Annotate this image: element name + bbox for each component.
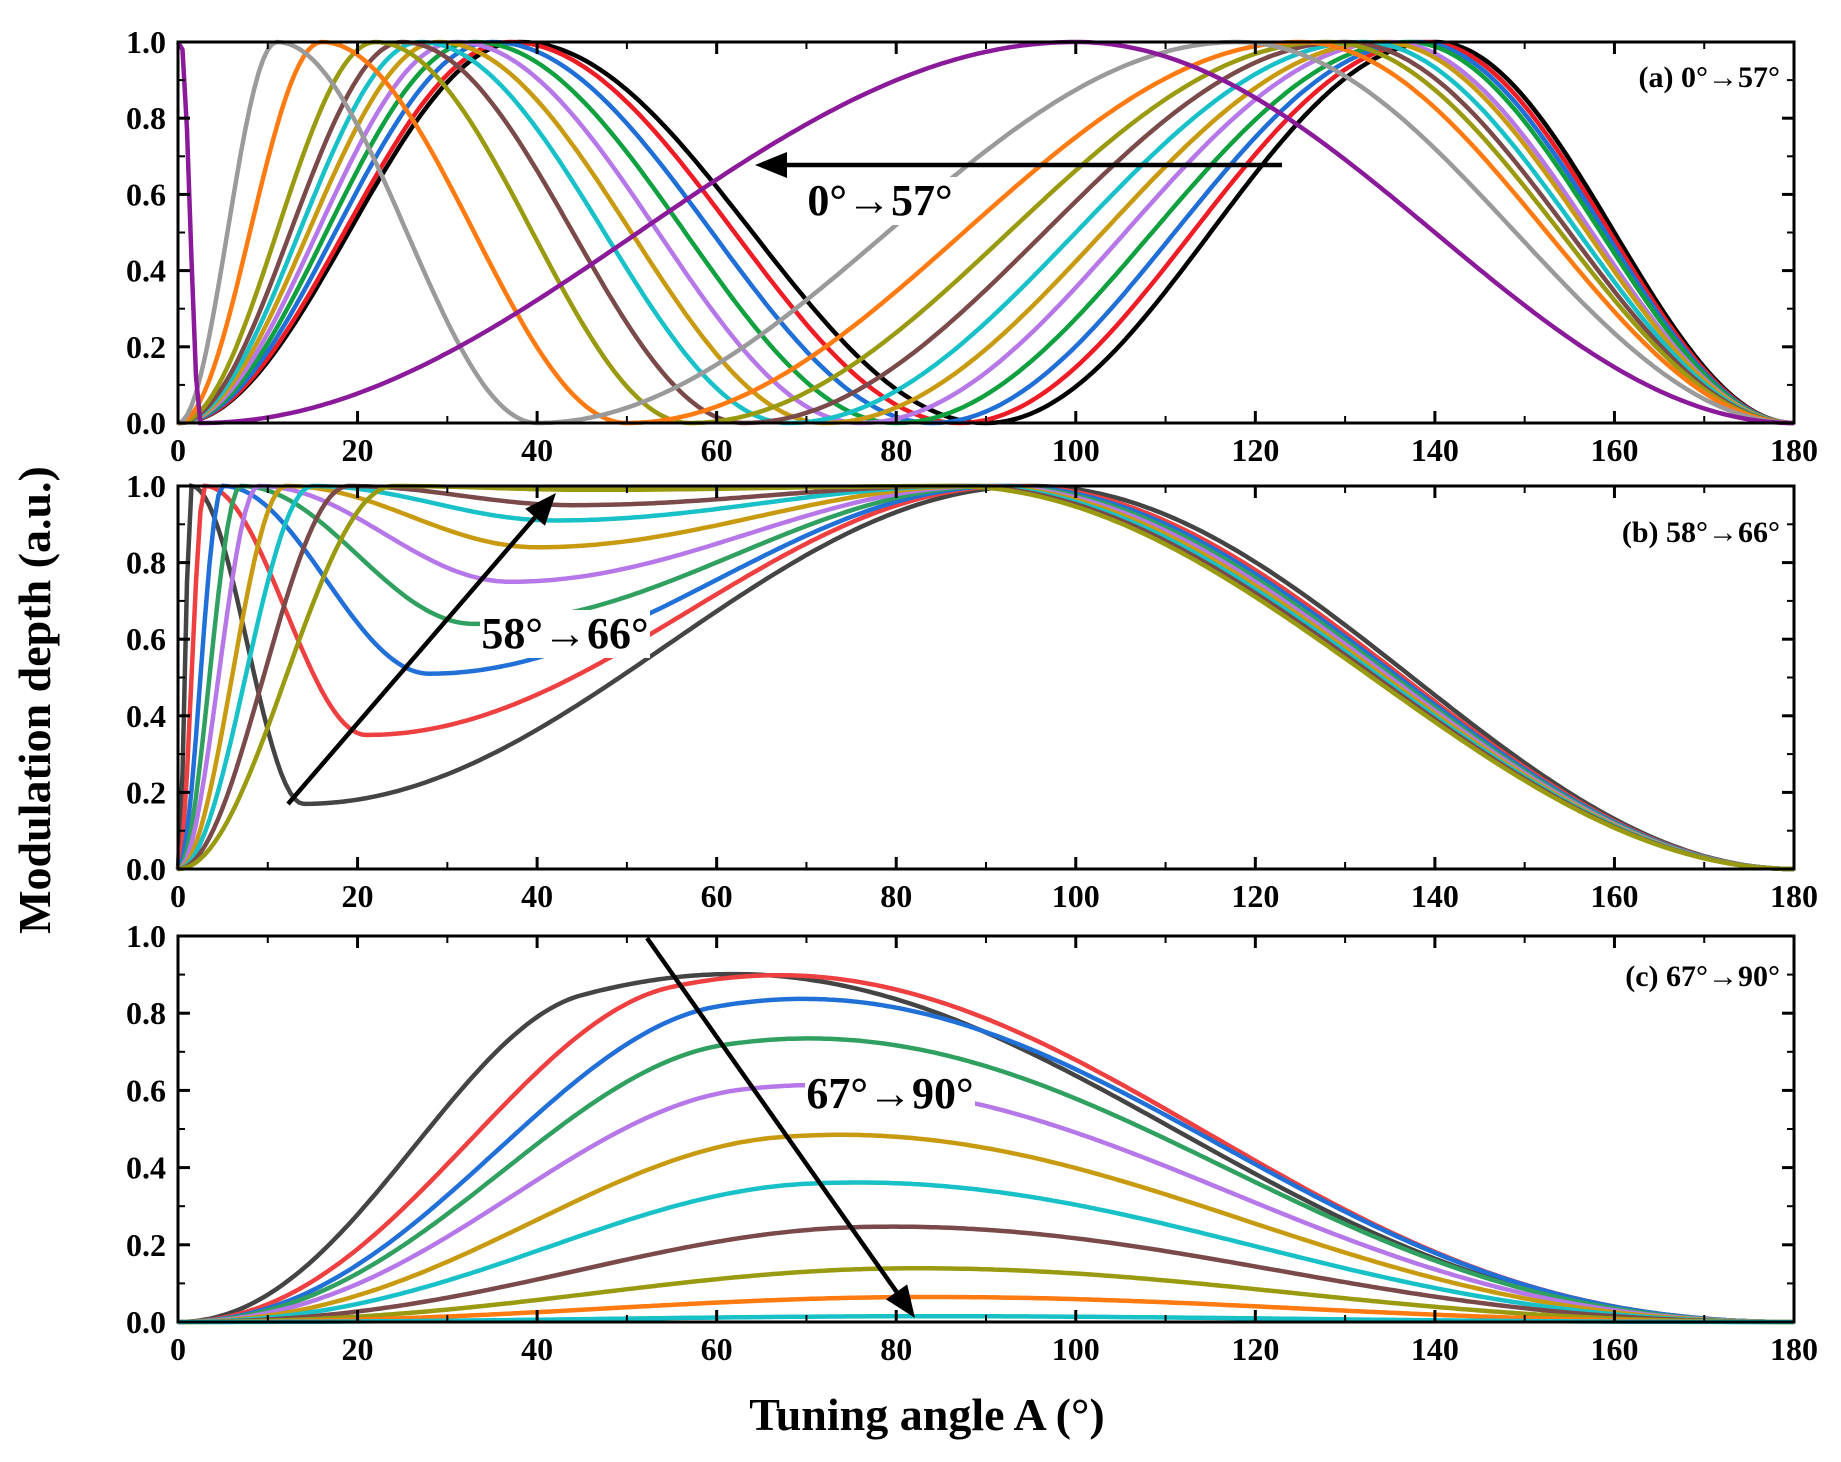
- x-tick-label: 60: [701, 878, 733, 914]
- plot-frame: [176, 934, 1796, 1324]
- series-group: [175, 483, 1794, 872]
- series-line-64°: [177, 483, 1794, 872]
- y-tick-label: 0.4: [126, 253, 166, 289]
- x-tick-label: 120: [1231, 432, 1279, 468]
- annotation-background: [805, 1070, 975, 1118]
- x-tick-label: 80: [880, 432, 912, 468]
- x-tick-label: 140: [1411, 432, 1459, 468]
- x-tick-label: 40: [521, 1331, 553, 1367]
- x-tick-label: 80: [880, 878, 912, 914]
- annotation-arrow-head: [755, 152, 787, 178]
- x-tick-label: 180: [1770, 1331, 1818, 1367]
- x-tick-label: 100: [1052, 432, 1100, 468]
- x-tick-label: 40: [521, 432, 553, 468]
- series-line-30°: [177, 39, 1795, 426]
- y-tick-label: 0.0: [126, 851, 166, 887]
- annotation-background: [480, 610, 650, 658]
- y-tick-label: 1.0: [126, 468, 166, 504]
- panel-c: 0 20 40 60 80 100 120 140 160 180 0.0 0.2 0.4 0.6 0.8 1…: [126, 918, 1818, 1367]
- series-line-65°: [177, 483, 1794, 872]
- y-tick-label: 0.6: [126, 176, 166, 212]
- y-tick-label: 0.2: [126, 329, 166, 365]
- x-tick-label: 120: [1231, 1331, 1279, 1367]
- series-line-84°: [178, 1266, 1794, 1325]
- x-tick-label: 160: [1590, 878, 1638, 914]
- x-tick-label: 0: [170, 1331, 186, 1367]
- series-line-35°: [177, 39, 1795, 426]
- series-line-61°: [176, 483, 1794, 872]
- x-tick-label: 0: [170, 432, 186, 468]
- panel-label: (a) 0°→57°: [1639, 61, 1780, 94]
- series-line-66°: [177, 483, 1794, 872]
- x-tick-label: 40: [521, 878, 553, 914]
- series-line-57°: [176, 39, 1794, 426]
- y-tick-label: 0.2: [126, 774, 166, 810]
- x-tick-label: 20: [342, 432, 374, 468]
- y-tick-label: 0.8: [126, 545, 166, 581]
- series-line-73°: [178, 1036, 1794, 1325]
- series-line-63°: [177, 483, 1794, 872]
- annotation-label: 58°→66°: [481, 609, 648, 658]
- x-axis-title: Tuning angle A (°): [749, 1389, 1104, 1440]
- panel-label: (c) 67°→90°: [1625, 960, 1780, 993]
- series-line-58°: [175, 483, 1794, 872]
- panel-a: 0 20 40 60 80 100 120 140 160 180 0.0 0.2 0.4 0.6 0.8 1…: [126, 24, 1818, 468]
- x-tick-label: 160: [1590, 1331, 1638, 1367]
- series-line-62°: [176, 483, 1794, 872]
- annotation-label: 0°→57°: [807, 176, 952, 225]
- series-line-75°: [178, 1082, 1794, 1325]
- y-tick-label: 0.2: [126, 1227, 166, 1263]
- annotation-arrow-head: [885, 1284, 915, 1318]
- series-line-79°: [178, 1180, 1794, 1325]
- x-tick-label: 120: [1231, 878, 1279, 914]
- series-line-55°: [177, 39, 1795, 426]
- y-tick-label: 1.0: [126, 24, 166, 60]
- series-line-60°: [175, 483, 1794, 872]
- y-tick-label: 0.8: [126, 995, 166, 1031]
- x-tick-label: 140: [1411, 878, 1459, 914]
- series-group: [176, 39, 1795, 426]
- panels: 0 20 40 60 80 100 120 140 160 180 0.0 0.2 0.4 0.6 0.8 1…: [126, 24, 1818, 1367]
- series-line-59°: [175, 483, 1794, 872]
- annotation-arrow-head: [525, 493, 556, 526]
- x-tick-label: 20: [342, 1331, 374, 1367]
- y-tick-label: 0.4: [126, 1150, 166, 1186]
- series-line-47°: [177, 39, 1795, 426]
- x-tick-label: 160: [1590, 432, 1638, 468]
- series-line-50°: [177, 39, 1795, 426]
- x-tick-label: 100: [1052, 878, 1100, 914]
- annotation-background: [795, 177, 965, 225]
- series-line-81°: [178, 1224, 1794, 1325]
- y-tick-label: 0.0: [126, 1304, 166, 1340]
- series-line-71°: [178, 996, 1794, 1325]
- y-tick-label: 1.0: [126, 918, 166, 954]
- plot-frame: [176, 484, 1796, 871]
- y-tick-label: 0.4: [126, 698, 166, 734]
- annotation-label: 67°→90°: [806, 1069, 973, 1118]
- x-tick-label: 20: [342, 878, 374, 914]
- x-tick-label: 80: [880, 1331, 912, 1367]
- series-group: [177, 971, 1794, 1325]
- panel-label: (b) 58°→66°: [1622, 516, 1780, 549]
- annotation-arrow-shaft: [645, 936, 899, 1294]
- x-tick-label: 0: [170, 878, 186, 914]
- series-line-53°: [177, 39, 1795, 426]
- y-tick-label: 0.0: [126, 405, 166, 441]
- y-axis-title: Modulation depth (a.u.): [9, 466, 60, 934]
- annotation-arrow-shaft: [286, 515, 537, 806]
- x-tick-label: 140: [1411, 1331, 1459, 1367]
- y-tick-label: 0.6: [126, 621, 166, 657]
- panel-b: 0 20 40 60 80 100 120 140 160 180 0.0 0.2 0.4 0.6 0.8 1…: [126, 468, 1818, 914]
- x-tick-label: 60: [701, 1331, 733, 1367]
- y-tick-label: 0.8: [126, 100, 166, 136]
- series-line-77°: [178, 1132, 1794, 1325]
- x-tick-label: 60: [701, 432, 733, 468]
- y-tick-label: 0.6: [126, 1072, 166, 1108]
- x-tick-label: 180: [1770, 878, 1818, 914]
- x-tick-label: 100: [1052, 1331, 1100, 1367]
- x-tick-label: 180: [1770, 432, 1818, 468]
